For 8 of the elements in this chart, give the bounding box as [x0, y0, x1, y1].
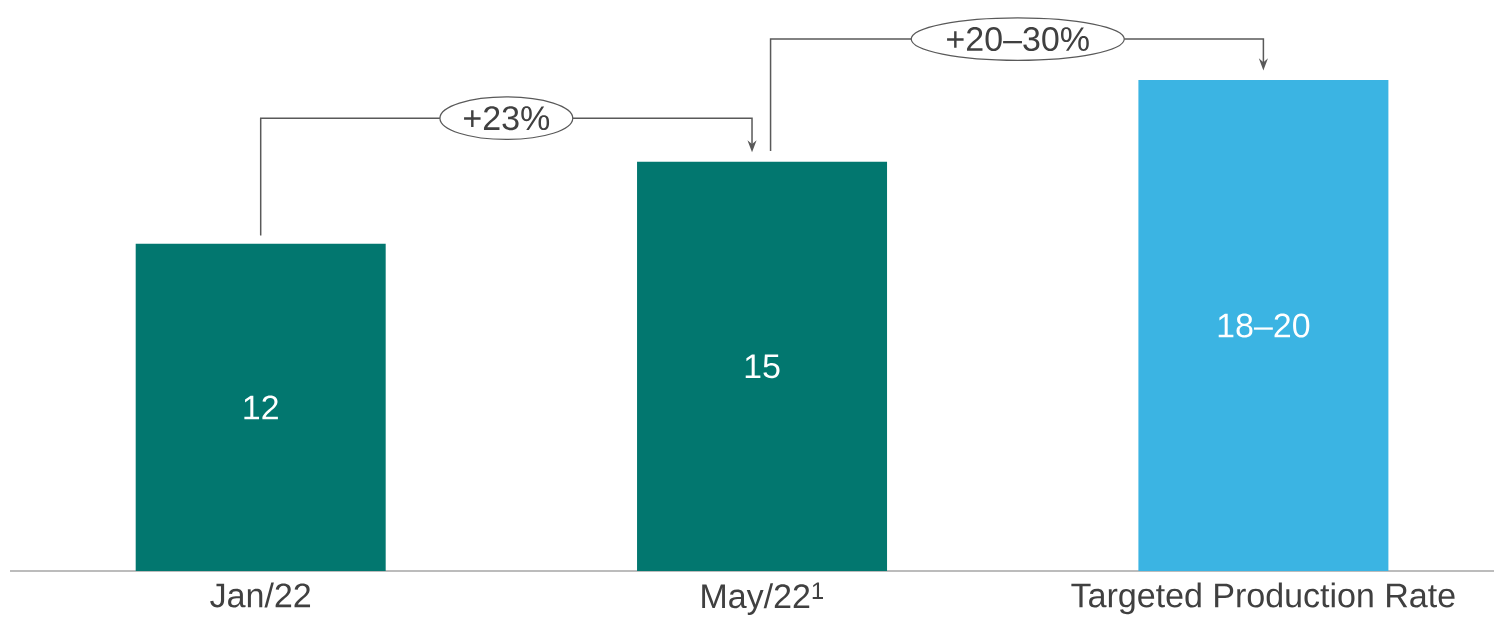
x-tick-label: May/22$^{1}$ [702, 582, 823, 615]
x-tick-label: Jan/22 [210, 582, 311, 608]
data-label: 18–20 [1218, 313, 1310, 338]
x-tick-label: Targeted Production Rate [1071, 582, 1455, 615]
text: +20–30% [947, 27, 1089, 52]
data-label: 12 [244, 395, 278, 420]
data-label: 15 [745, 354, 780, 379]
annotation: +23% [464, 106, 550, 131]
